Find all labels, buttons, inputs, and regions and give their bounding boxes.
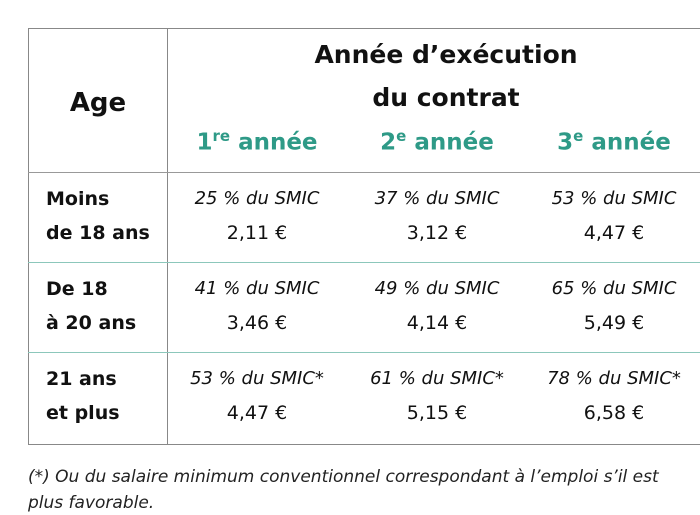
row-label-line: à 20 ans [46,312,137,334]
group-header: du contrat [372,83,520,112]
ordinal: 3 [557,129,574,156]
table-border [28,28,700,445]
amount: 4,47 € [583,222,645,244]
row-divider [28,262,700,263]
row-label: Moins de 18 ans [46,182,150,250]
cell: 78 % du SMIC* 6,58 € [524,362,700,430]
ordinal: 2 [380,129,397,156]
ordinal: 1 [196,129,213,156]
row-label: De 18 à 20 ans [46,272,136,340]
amount: 3,46 € [226,312,288,334]
cell: 53 % du SMIC* 4,47 € [167,362,347,430]
cell: 65 % du SMIC 5,49 € [524,272,700,340]
footnote: (*) Ou du salaire minimum conventionnel … [28,467,659,487]
column-header: 1re année [167,127,347,156]
column-divider [167,28,168,445]
rate: 49 % du SMIC [374,278,500,299]
rate: 53 % du SMIC* [190,368,324,389]
column-header: 2e année [347,127,527,156]
group-header: Année d’exécution [314,40,578,69]
column-word: année [591,129,671,156]
row-label-line: 21 ans [46,368,117,390]
cell: 37 % du SMIC 3,12 € [347,182,527,250]
cell: 41 % du SMIC 3,46 € [167,272,347,340]
cell: 49 % du SMIC 4,14 € [347,272,527,340]
amount: 6,58 € [583,402,645,424]
cell: 25 % du SMIC 2,11 € [167,182,347,250]
ordinal-suffix: e [573,127,584,145]
rate: 53 % du SMIC [551,188,677,209]
amount: 4,47 € [226,402,288,424]
row-label-line: Moins [46,188,110,210]
cell: 53 % du SMIC 4,47 € [524,182,700,250]
column-header: 3e année [524,127,700,156]
row-label-line: de 18 ans [46,222,150,244]
column-word: année [238,129,318,156]
amount: 3,12 € [406,222,468,244]
amount: 2,11 € [226,222,288,244]
corner-header: Age [69,88,127,118]
ordinal-suffix: re [212,127,231,145]
rate: 37 % du SMIC [374,188,500,209]
row-label-line: De 18 [46,278,108,300]
rate: 65 % du SMIC [551,278,677,299]
row-label: 21 ans et plus [46,362,120,430]
amount: 4,14 € [406,312,468,334]
row-divider [28,352,700,353]
header-divider [28,172,700,173]
amount: 5,49 € [583,312,645,334]
amount: 5,15 € [406,402,468,424]
footnote: plus favorable. [28,493,155,513]
rate: 78 % du SMIC* [547,368,681,389]
ordinal-suffix: e [396,127,407,145]
rate: 41 % du SMIC [194,278,320,299]
row-label-line: et plus [46,402,120,424]
column-word: année [414,129,494,156]
rate: 25 % du SMIC [194,188,320,209]
cell: 61 % du SMIC* 5,15 € [347,362,527,430]
rate: 61 % du SMIC* [370,368,504,389]
